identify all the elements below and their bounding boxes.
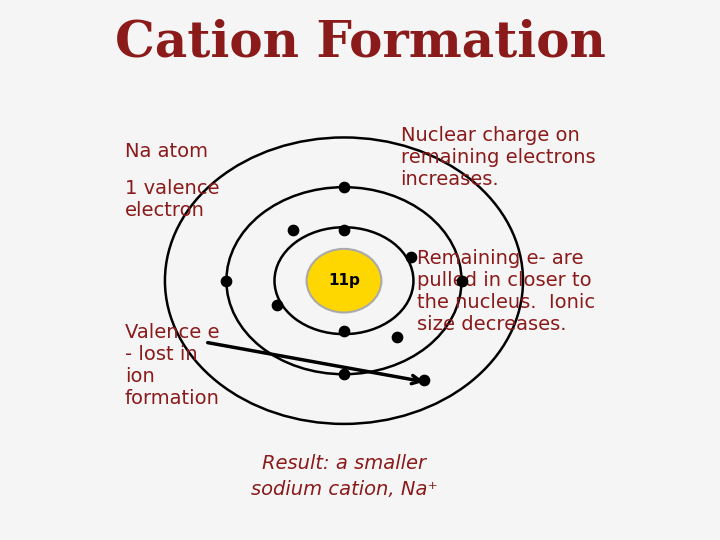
Point (338, 327, 350, 336)
Text: sodium cation, Na⁺: sodium cation, Na⁺ (251, 480, 437, 499)
Text: Nuclear charge on
remaining electrons
increases.: Nuclear charge on remaining electrons in… (400, 126, 595, 188)
Text: Cation Formation: Cation Formation (114, 19, 606, 68)
Point (220, 276, 232, 285)
Point (338, 183, 350, 192)
Point (338, 370, 350, 379)
Text: 11p: 11p (328, 273, 360, 288)
Point (271, 300, 283, 309)
Point (456, 276, 467, 285)
Text: Na atom: Na atom (125, 141, 208, 161)
Point (405, 252, 417, 261)
Point (338, 226, 350, 234)
Text: Result: a smaller: Result: a smaller (262, 454, 426, 474)
Text: Remaining e- are
pulled in closer to
the nucleus.  Ionic
size decreases.: Remaining e- are pulled in closer to the… (417, 248, 595, 334)
Point (392, 333, 403, 341)
Point (418, 375, 430, 384)
Text: Valence e
- lost in
ion
formation: Valence e - lost in ion formation (125, 323, 220, 408)
Point (287, 226, 299, 234)
Text: 1 valence
electron: 1 valence electron (125, 179, 220, 220)
Ellipse shape (307, 249, 382, 313)
